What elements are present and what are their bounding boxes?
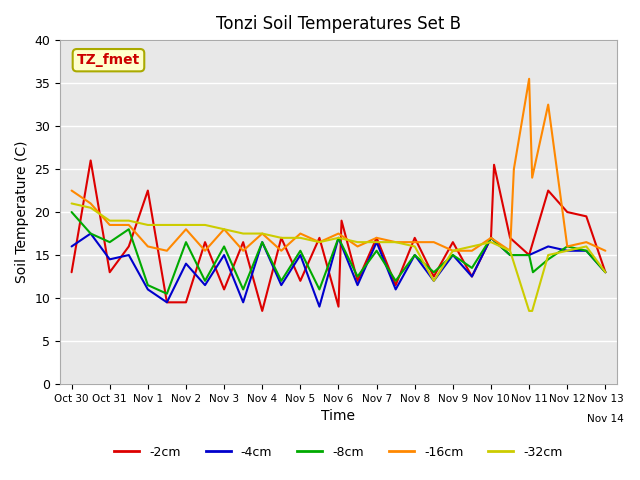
Legend: -2cm, -4cm, -8cm, -16cm, -32cm: -2cm, -4cm, -8cm, -16cm, -32cm: [109, 441, 568, 464]
Text: Nov 14: Nov 14: [587, 414, 624, 424]
Y-axis label: Soil Temperature (C): Soil Temperature (C): [15, 141, 29, 283]
Text: TZ_fmet: TZ_fmet: [77, 53, 140, 67]
X-axis label: Time: Time: [321, 409, 355, 423]
Title: Tonzi Soil Temperatures Set B: Tonzi Soil Temperatures Set B: [216, 15, 461, 33]
